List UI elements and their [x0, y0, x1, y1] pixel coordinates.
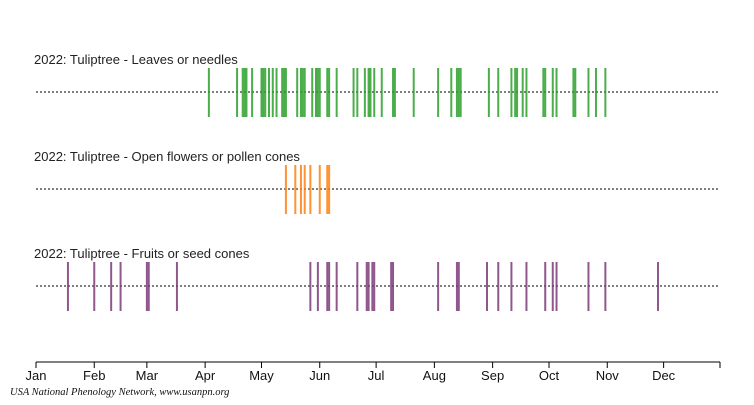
tick-label: Oct: [539, 368, 560, 383]
series-title: 2022: Tuliptree - Leaves or needles: [34, 52, 238, 67]
tick-label: Sep: [481, 368, 504, 383]
tick-label: Jan: [26, 368, 47, 383]
tick-label: Aug: [423, 368, 446, 383]
tick-label: Nov: [596, 368, 620, 383]
tick-label: Jul: [368, 368, 385, 383]
series-row: 2022: Tuliptree - Fruits or seed cones: [34, 246, 720, 311]
tick-label: Apr: [195, 368, 216, 383]
x-axis: Jan Feb Mar Apr May Jun Jul Aug Sep Oct Nov Dec: [26, 361, 721, 383]
series-title: 2022: Tuliptree - Open flowers or pollen…: [34, 149, 300, 164]
tick-label: Mar: [136, 368, 159, 383]
tick-label: May: [249, 368, 274, 383]
tick-label: Jun: [309, 368, 330, 383]
credit-text: USA National Phenology Network, www.usan…: [10, 387, 229, 398]
tick-label: Dec: [652, 368, 676, 383]
series-title: 2022: Tuliptree - Fruits or seed cones: [34, 246, 250, 261]
series-row: 2022: Tuliptree - Leaves or needles: [34, 52, 720, 117]
series-row: 2022: Tuliptree - Open flowers or pollen…: [34, 149, 720, 214]
tick-label: Feb: [83, 368, 105, 383]
